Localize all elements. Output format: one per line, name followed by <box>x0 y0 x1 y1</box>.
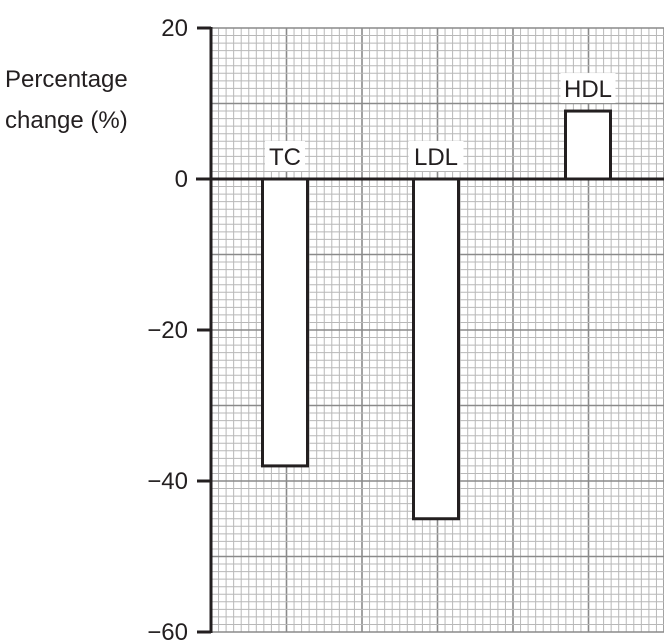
bar-label-bg <box>265 141 305 171</box>
y-axis-label-line-1: Percentage <box>5 66 128 93</box>
y-ticks: 20 0 −20 −40 −60 <box>147 15 211 641</box>
bar-tc <box>261 177 309 468</box>
bar-label-ldl: LDL <box>414 144 458 171</box>
y-tick-label: −40 <box>147 468 188 495</box>
bar-label-bg <box>408 141 464 171</box>
y-axis-label-line-2: change (%) <box>5 107 128 134</box>
bar-label-hdl: HDL <box>564 76 612 103</box>
bar-ldl <box>412 177 460 521</box>
y-tick-label: −60 <box>147 619 188 641</box>
y-tick-label: −20 <box>147 317 188 344</box>
bar-hdl <box>564 109 612 181</box>
bar-labels: TC LDL HDL <box>265 73 616 171</box>
y-tick-label: 20 <box>161 15 188 42</box>
bars <box>261 109 612 521</box>
bar-label-bg <box>560 73 616 104</box>
y-tick-label: 0 <box>175 166 188 193</box>
bar-label-tc: TC <box>269 144 301 171</box>
